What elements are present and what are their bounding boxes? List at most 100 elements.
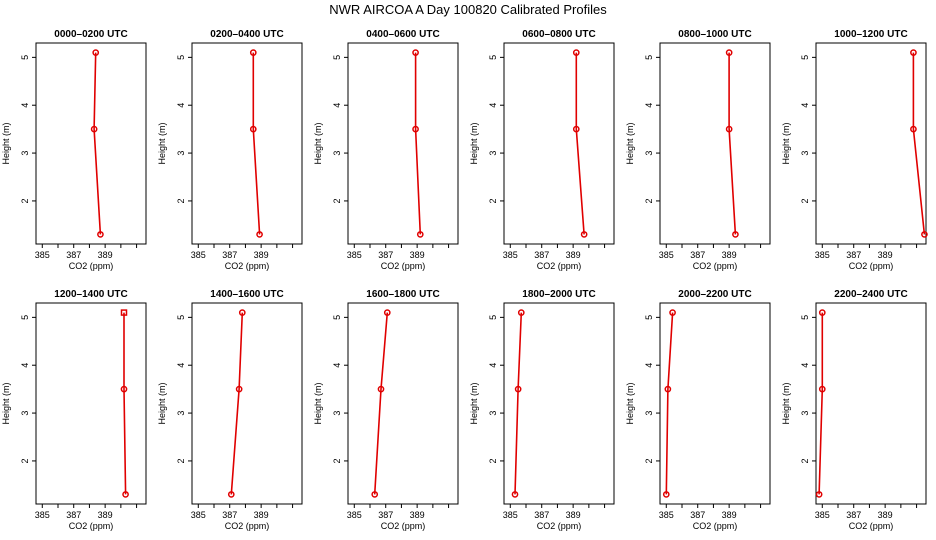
plot-frame [815, 42, 927, 245]
y-axis-label: Height (m) [469, 382, 479, 424]
x-tick-label: 387 [222, 250, 237, 260]
profile-line [912, 52, 926, 235]
x-axis-label: CO2 (ppm) [849, 521, 894, 531]
data-point [580, 231, 588, 238]
data-point [97, 231, 104, 238]
y-tick-label: 5 [488, 315, 498, 320]
y-axis-label: Height (m) [313, 122, 323, 164]
x-axis-label: CO2 (ppm) [693, 521, 738, 531]
data-point [732, 231, 739, 238]
x-tick-label: 387 [66, 510, 81, 520]
data-point [238, 309, 246, 316]
y-tick-label: 2 [20, 458, 30, 463]
plot-frame [659, 302, 771, 505]
x-tick-label: 387 [378, 250, 393, 260]
data-point [818, 309, 826, 316]
data-point [122, 491, 129, 498]
panel-title: 0600–0800 UTC [522, 29, 595, 40]
x-tick-label: 387 [690, 510, 705, 520]
figure-title: NWR AIRCOA A Day 100820 Calibrated Profi… [329, 2, 607, 17]
y-axis-label: Height (m) [313, 382, 323, 424]
y-tick-label: 3 [332, 151, 342, 156]
profile-line [414, 52, 422, 235]
plot-frame [347, 302, 459, 505]
y-tick-label: 5 [800, 315, 810, 320]
y-tick-label: 2 [488, 198, 498, 203]
panel-title: 0200–0400 UTC [210, 29, 283, 40]
y-tick-label: 5 [644, 315, 654, 320]
data-point [235, 385, 243, 393]
plot-frame [191, 302, 303, 505]
y-tick-label: 3 [800, 151, 810, 156]
plot-frame [347, 42, 459, 245]
x-tick-label: 385 [191, 510, 206, 520]
y-tick-label: 5 [644, 55, 654, 60]
y-tick-label: 3 [332, 411, 342, 416]
data-point [511, 491, 519, 498]
x-axis-label: CO2 (ppm) [381, 261, 426, 271]
y-axis-label: Height (m) [469, 122, 479, 164]
x-tick-label: 387 [846, 250, 861, 260]
x-tick-label: 387 [690, 250, 705, 260]
y-tick-label: 2 [644, 458, 654, 463]
data-point [910, 49, 917, 56]
x-tick-label: 389 [722, 510, 737, 520]
data-point [412, 125, 419, 133]
data-point [669, 309, 676, 316]
x-tick-label: 387 [378, 510, 393, 520]
y-tick-label: 5 [20, 315, 30, 320]
data-point [227, 491, 235, 498]
x-axis-label: CO2 (ppm) [381, 521, 426, 531]
profile-line [818, 312, 824, 495]
x-axis-label: CO2 (ppm) [69, 521, 114, 531]
x-tick-label: 387 [222, 510, 237, 520]
y-tick-label: 4 [176, 103, 186, 108]
x-tick-label: 389 [722, 250, 737, 260]
x-tick-label: 389 [410, 250, 425, 260]
y-tick-label: 4 [644, 103, 654, 108]
profile-line [514, 312, 523, 495]
y-axis-label: Height (m) [157, 382, 167, 424]
x-tick-label: 385 [347, 250, 362, 260]
y-axis-label: Height (m) [781, 382, 791, 424]
profile-line [230, 312, 244, 495]
data-point [725, 125, 733, 133]
x-tick-label: 385 [35, 250, 50, 260]
y-tick-label: 5 [800, 55, 810, 60]
plot-frame [503, 302, 615, 505]
x-tick-label: 385 [815, 250, 830, 260]
data-point [371, 491, 379, 498]
profile-line [728, 52, 737, 235]
profile-line [373, 312, 389, 495]
x-axis-label: CO2 (ppm) [537, 261, 582, 271]
x-tick-label: 389 [878, 250, 893, 260]
x-tick-label: 389 [566, 510, 581, 520]
profile-line [252, 52, 261, 235]
x-tick-label: 389 [254, 250, 269, 260]
profile-line [665, 312, 674, 495]
y-tick-label: 2 [332, 198, 342, 203]
y-tick-label: 3 [488, 411, 498, 416]
x-axis-label: CO2 (ppm) [537, 521, 582, 531]
profile-line [575, 52, 585, 235]
x-tick-label: 385 [191, 250, 206, 260]
plot-frame [815, 302, 927, 505]
data-point [249, 49, 257, 56]
y-tick-label: 5 [332, 55, 342, 60]
y-tick-label: 3 [644, 411, 654, 416]
y-tick-label: 4 [488, 363, 498, 368]
y-tick-label: 4 [20, 103, 30, 108]
x-tick-label: 389 [254, 510, 269, 520]
y-axis-label: Height (m) [781, 122, 791, 164]
y-tick-label: 4 [488, 103, 498, 108]
x-tick-label: 387 [66, 250, 81, 260]
plot-frame [35, 302, 147, 505]
x-axis-label: CO2 (ppm) [225, 521, 270, 531]
y-tick-label: 2 [644, 198, 654, 203]
y-tick-label: 5 [176, 55, 186, 60]
